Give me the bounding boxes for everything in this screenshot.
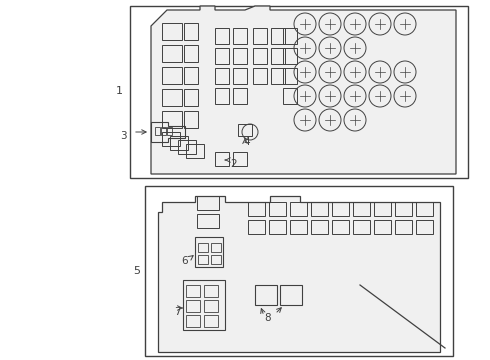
Bar (215, 48, 229, 64)
Bar (283, 28, 297, 44)
Text: 4: 4 (243, 137, 249, 147)
Polygon shape (158, 196, 440, 352)
Text: 7: 7 (174, 307, 181, 317)
Bar (395, 220, 412, 234)
Text: 3: 3 (121, 131, 127, 141)
Bar (186, 144, 204, 158)
Bar (215, 152, 229, 166)
Bar (290, 220, 307, 234)
Bar (271, 48, 285, 64)
Bar (184, 23, 198, 40)
Bar (233, 28, 247, 44)
Bar (233, 152, 247, 166)
Bar (248, 220, 265, 234)
Bar (170, 136, 188, 150)
Text: 2: 2 (230, 159, 237, 169)
Bar (155, 127, 160, 135)
Bar (183, 280, 225, 330)
Bar (186, 315, 200, 327)
Bar (395, 202, 412, 216)
Bar (204, 315, 218, 327)
Bar (253, 48, 267, 64)
Bar (374, 202, 391, 216)
Bar (283, 68, 297, 84)
Bar (269, 202, 286, 216)
Bar (248, 202, 265, 216)
Bar (271, 68, 285, 84)
Bar (204, 285, 218, 297)
Bar (195, 237, 223, 267)
Bar (416, 202, 433, 216)
Text: 5: 5 (133, 266, 140, 276)
Bar (215, 28, 229, 44)
Bar (162, 132, 180, 146)
Bar (290, 202, 307, 216)
Bar (162, 111, 182, 128)
Bar (311, 220, 328, 234)
Bar (130, 6, 468, 178)
Bar (204, 300, 218, 312)
Bar (184, 89, 198, 106)
Bar (253, 68, 267, 84)
Bar (162, 23, 182, 40)
Bar (374, 220, 391, 234)
Bar (161, 127, 166, 135)
Bar (211, 243, 221, 252)
Bar (145, 186, 453, 356)
Bar (311, 202, 328, 216)
Bar (198, 243, 208, 252)
Bar (178, 140, 196, 154)
Text: 1: 1 (116, 86, 123, 96)
Bar (233, 88, 247, 104)
Bar (283, 88, 297, 104)
Bar (233, 68, 247, 84)
Bar (198, 255, 208, 264)
Bar (184, 67, 198, 84)
Bar (353, 220, 370, 234)
Bar (184, 45, 198, 62)
Bar (255, 285, 277, 305)
Bar (332, 220, 349, 234)
Bar (167, 127, 172, 135)
Text: 8: 8 (265, 313, 271, 323)
Bar (238, 124, 252, 136)
Bar (271, 28, 285, 44)
Bar (233, 48, 247, 64)
Bar (162, 89, 182, 106)
Bar (162, 67, 182, 84)
Bar (197, 214, 219, 228)
Bar (269, 220, 286, 234)
Bar (162, 45, 182, 62)
Polygon shape (151, 6, 456, 174)
Bar (186, 285, 200, 297)
Bar (253, 28, 267, 44)
Bar (353, 202, 370, 216)
Bar (215, 88, 229, 104)
Text: 6: 6 (181, 256, 188, 266)
Bar (215, 68, 229, 84)
Bar (283, 48, 297, 64)
Bar (416, 220, 433, 234)
Bar (184, 111, 198, 128)
Bar (211, 255, 221, 264)
Bar (280, 285, 302, 305)
Bar (332, 202, 349, 216)
Bar (197, 196, 219, 210)
Bar (186, 300, 200, 312)
